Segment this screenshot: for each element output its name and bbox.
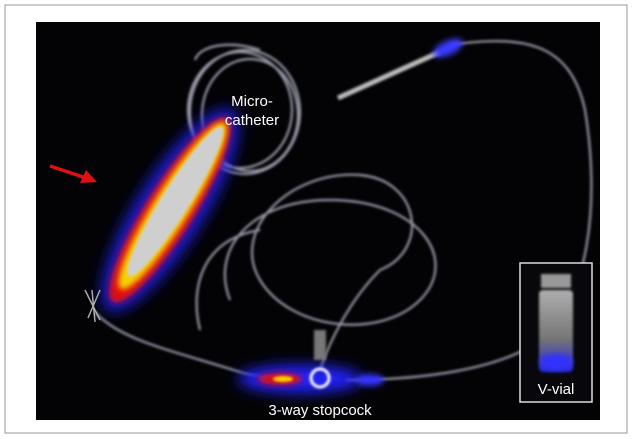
label: V-vial (538, 381, 575, 398)
label: 3-way stopcock (268, 402, 372, 419)
label: catheter (225, 112, 279, 129)
figure: Micro- catheter 3-way stopcock V-vial (0, 0, 633, 439)
image: Micro- catheter 3-way stopcock V-vial (0, 0, 633, 439)
image-background (36, 22, 600, 420)
label: Micro- (231, 93, 273, 110)
